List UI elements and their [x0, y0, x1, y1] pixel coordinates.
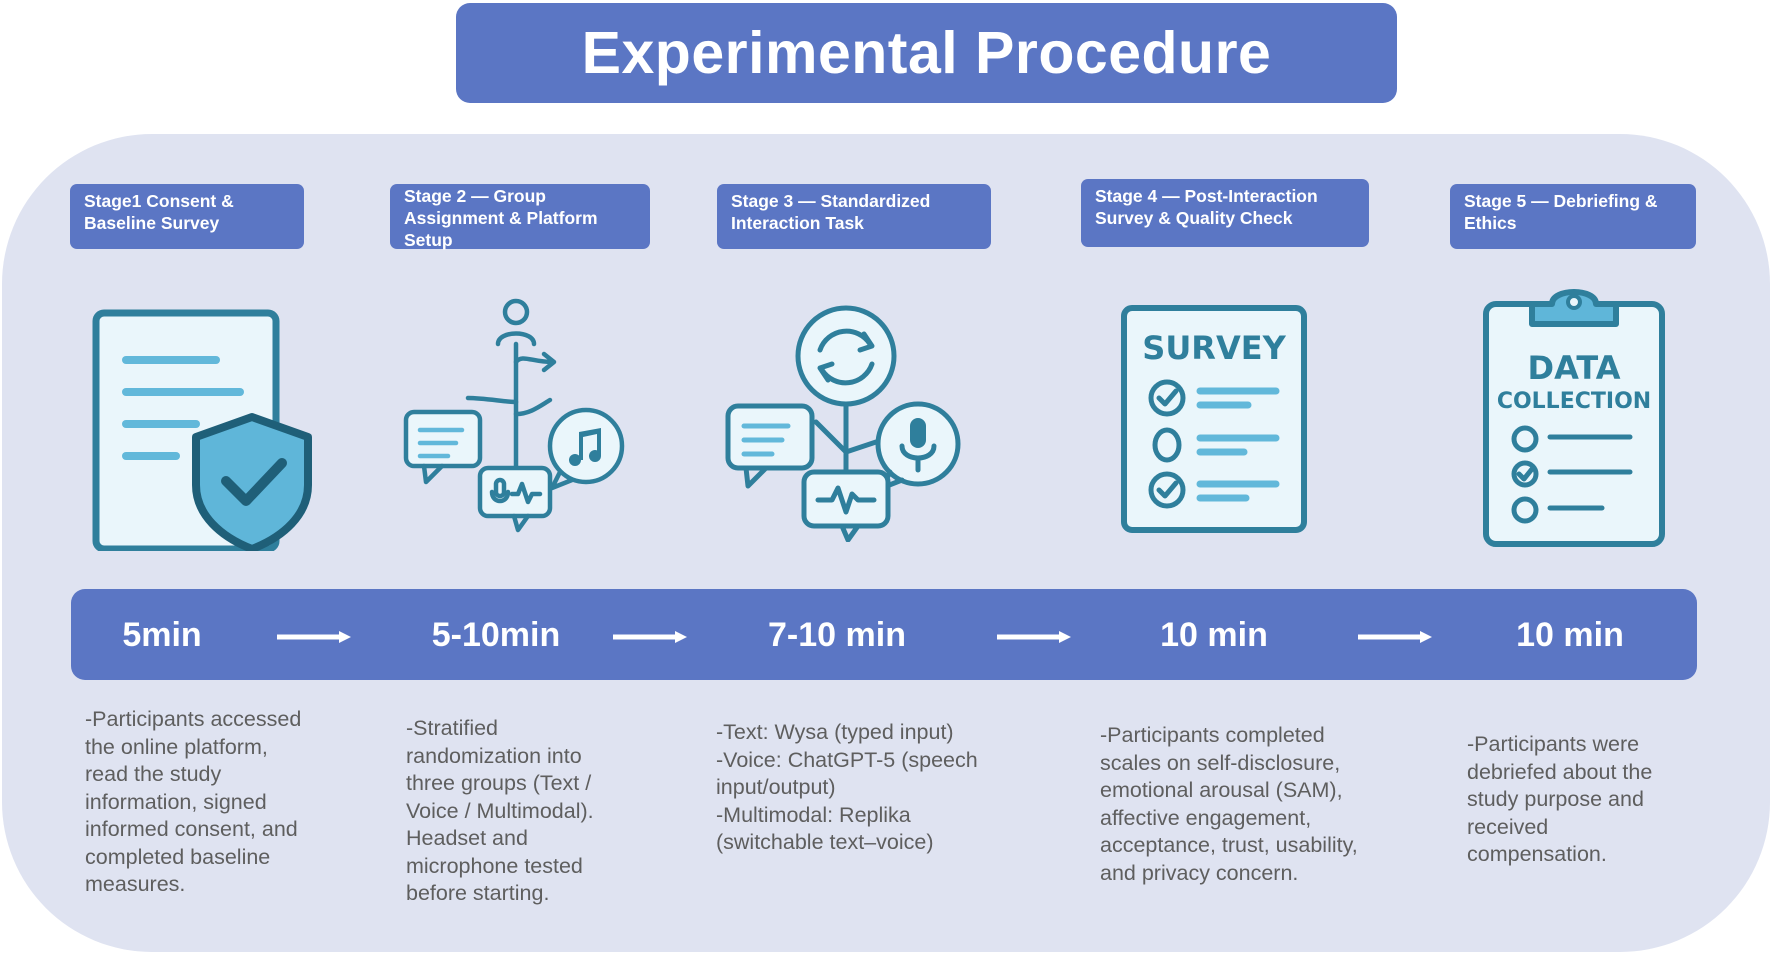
stage-5-label: Stage 5 — Debriefing & Ethics — [1450, 184, 1696, 249]
stage-1-description: -Participants accessed the online platfo… — [85, 707, 302, 896]
survey-icon-text: SURVEY — [1142, 329, 1286, 367]
survey-icon: SURVEY — [1121, 305, 1307, 533]
stage-2-label: Stage 2 — Group Assignment & Platform Se… — [390, 184, 650, 250]
arrow-1-icon — [277, 631, 351, 643]
stage-2-time: 5-10min — [431, 616, 561, 654]
document-shield-icon — [92, 309, 312, 551]
data-collection-clipboard-icon: DATA COLLECTION — [1483, 289, 1665, 547]
arrow-4-icon — [1358, 631, 1432, 643]
stage-4-description: -Participants completed scales on self-d… — [1100, 723, 1358, 885]
stage-3-label: Stage 3 — Standardized Interaction Task — [717, 184, 991, 249]
stage-2-description: -Stratified randomization into three gro… — [406, 716, 594, 905]
stage-1-time: 5min — [122, 616, 202, 654]
stage-3-description: -Text: Wysa (typed input) -Voice: ChatGP… — [716, 720, 978, 854]
arrow-2-icon — [613, 631, 687, 643]
page-title: Experimental Procedure — [581, 20, 1272, 86]
branching-channels-icon — [403, 298, 625, 533]
title-banner: Experimental Procedure — [456, 3, 1397, 103]
interaction-hub-icon — [725, 305, 961, 542]
stage-5-time: 10 min — [1516, 616, 1624, 654]
stage-5-description: -Participants were debriefed about the s… — [1467, 732, 1653, 866]
stage-1-label: Stage1 Consent & Baseline Survey — [70, 184, 304, 249]
procedure-panel — [2, 134, 1770, 952]
stage-4-time: 10 min — [1160, 616, 1268, 654]
stage-3-time: 7-10 min — [768, 616, 906, 654]
data-icon-text: DATA — [1528, 349, 1621, 387]
collection-icon-text: COLLECTION — [1497, 389, 1651, 414]
arrow-3-icon — [997, 631, 1071, 643]
stage-4-label: Stage 4 — Post-Interaction Survey & Qual… — [1081, 179, 1369, 247]
